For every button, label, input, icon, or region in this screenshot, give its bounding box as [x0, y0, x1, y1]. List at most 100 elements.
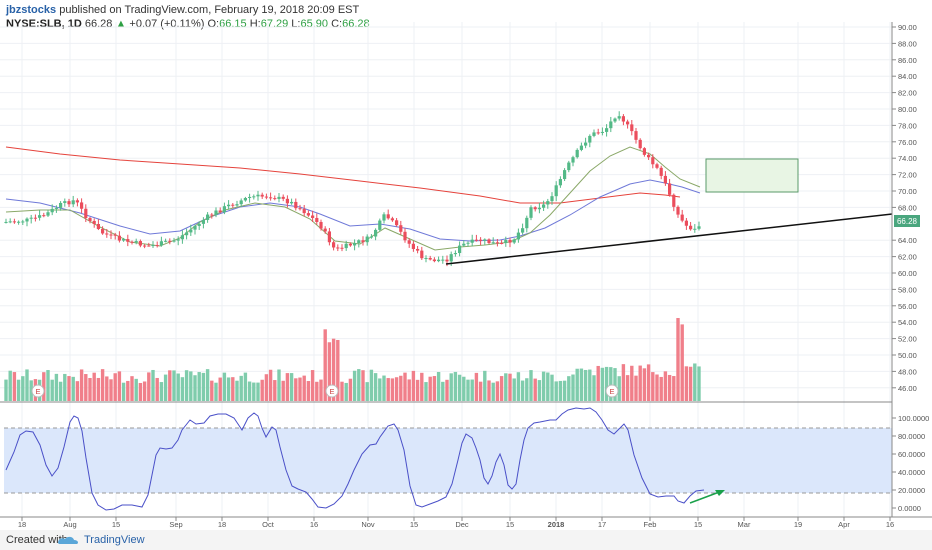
price-tick-label: 90.00: [898, 23, 917, 32]
volume-bar: [260, 379, 264, 401]
candle-body: [38, 215, 42, 218]
volume-bar: [176, 373, 180, 401]
moving-average-mid: [5, 179, 701, 242]
volume-bar: [558, 380, 563, 401]
candle-body: [617, 116, 621, 119]
time-tick-label: 2018: [548, 520, 565, 529]
chart-canvas[interactable]: E E E 90.00 88.00 86.00 84.00 82.00 80.00 78.00 7…: [0, 0, 932, 530]
time-tick-label: 15: [112, 520, 120, 529]
candle-body: [227, 204, 231, 207]
candle-body: [651, 157, 655, 165]
tradingview-logo-icon: [58, 536, 78, 544]
earnings-marker-icon[interactable]: [31, 384, 45, 398]
oscillator-axis: 100.0000 80.0000 60.0000 40.0000 20.0000 0.00…: [892, 414, 929, 513]
candle-body: [680, 214, 684, 221]
candlesticks: [4, 111, 701, 267]
price-tick-label: 62.00: [898, 253, 917, 262]
volume-bar: [407, 379, 411, 401]
price-tick-label: 60.00: [898, 269, 917, 278]
volume-bar: [113, 373, 117, 401]
volume-bar: [537, 380, 542, 401]
earnings-marker-icon[interactable]: [605, 384, 619, 398]
candle-body: [311, 215, 315, 218]
price-tick-label: 80.00: [898, 105, 917, 114]
candle-body: [298, 208, 302, 210]
candle-body: [285, 198, 289, 204]
volume-bar: [138, 382, 143, 401]
volume-bars: [4, 318, 701, 401]
volume-bar: [663, 371, 668, 401]
volume-bar: [96, 377, 101, 401]
candle-body: [495, 242, 499, 244]
candle-body: [193, 225, 197, 230]
volume-bar: [478, 381, 483, 401]
candle-body: [596, 132, 600, 134]
volume-bar: [634, 375, 638, 401]
candle-body: [361, 240, 365, 243]
price-tick-label: 50.00: [898, 351, 917, 360]
volume-bar: [436, 371, 441, 401]
volume-bar: [340, 381, 344, 401]
candle-body: [516, 232, 520, 240]
time-tick-label: Nov: [361, 520, 375, 529]
candle-body: [243, 197, 247, 201]
target-zone-box[interactable]: [705, 158, 799, 193]
volume-bar: [382, 375, 386, 401]
volume-bar: [16, 379, 21, 401]
candle-body: [88, 218, 92, 221]
candle-body: [374, 229, 378, 237]
moving-averages: [5, 146, 701, 251]
candle-body: [609, 121, 613, 129]
volume-bar: [214, 382, 218, 401]
time-tick-label: Aug: [63, 520, 76, 529]
volume-bar: [554, 381, 558, 401]
candle-body: [126, 239, 130, 242]
trend-arrow-head-icon: [715, 490, 725, 496]
volume-bar: [277, 369, 281, 401]
candle-body: [42, 215, 46, 217]
candle-body: [17, 221, 21, 223]
candle-body: [319, 221, 323, 229]
candle-body: [96, 224, 100, 230]
footer-bar: Created with TradingView: [0, 530, 932, 550]
volume-bar: [92, 372, 96, 401]
candle-body: [491, 242, 495, 244]
volume-bar: [336, 339, 340, 401]
time-tick-label: Apr: [838, 520, 850, 529]
candle-body: [684, 220, 688, 226]
candle-body: [453, 253, 457, 255]
candle-body: [323, 228, 327, 232]
candle-body: [294, 201, 298, 209]
volume-bar: [344, 382, 348, 401]
candle-body: [575, 149, 579, 158]
volume-bar: [693, 363, 697, 401]
candle-body: [67, 201, 71, 205]
price-tick-label: 82.00: [898, 89, 917, 98]
earnings-marker-icon[interactable]: [325, 384, 339, 398]
author-link[interactable]: jbzstocks: [6, 4, 57, 16]
candle-body: [122, 239, 126, 241]
volume-bar: [684, 366, 689, 401]
publish-line: jbzstocks published on TradingView.com, …: [6, 3, 370, 17]
low-label: L:: [291, 18, 301, 30]
candle-body: [46, 212, 50, 216]
volume-bar: [504, 373, 508, 401]
volume-bar: [630, 365, 634, 401]
tradingview-brand-link[interactable]: TradingView: [84, 534, 145, 546]
volume-bar: [449, 373, 453, 401]
candle-body: [340, 247, 344, 249]
candle-body: [676, 206, 680, 215]
oscillator-tick-label: 60.0000: [898, 450, 925, 459]
volume-bar: [197, 372, 201, 401]
volume-bar: [651, 372, 655, 401]
moving-average-long: [5, 146, 681, 204]
price-tick-label: 48.00: [898, 367, 917, 376]
candle-body: [512, 239, 516, 243]
candle-body: [449, 254, 453, 262]
time-tick-label: 18: [18, 520, 26, 529]
volume-bar: [638, 365, 642, 401]
volume-bar: [369, 369, 374, 401]
support-trendline[interactable]: [445, 213, 893, 265]
volume-bar: [550, 374, 554, 401]
time-tick-label: 16: [886, 520, 894, 529]
